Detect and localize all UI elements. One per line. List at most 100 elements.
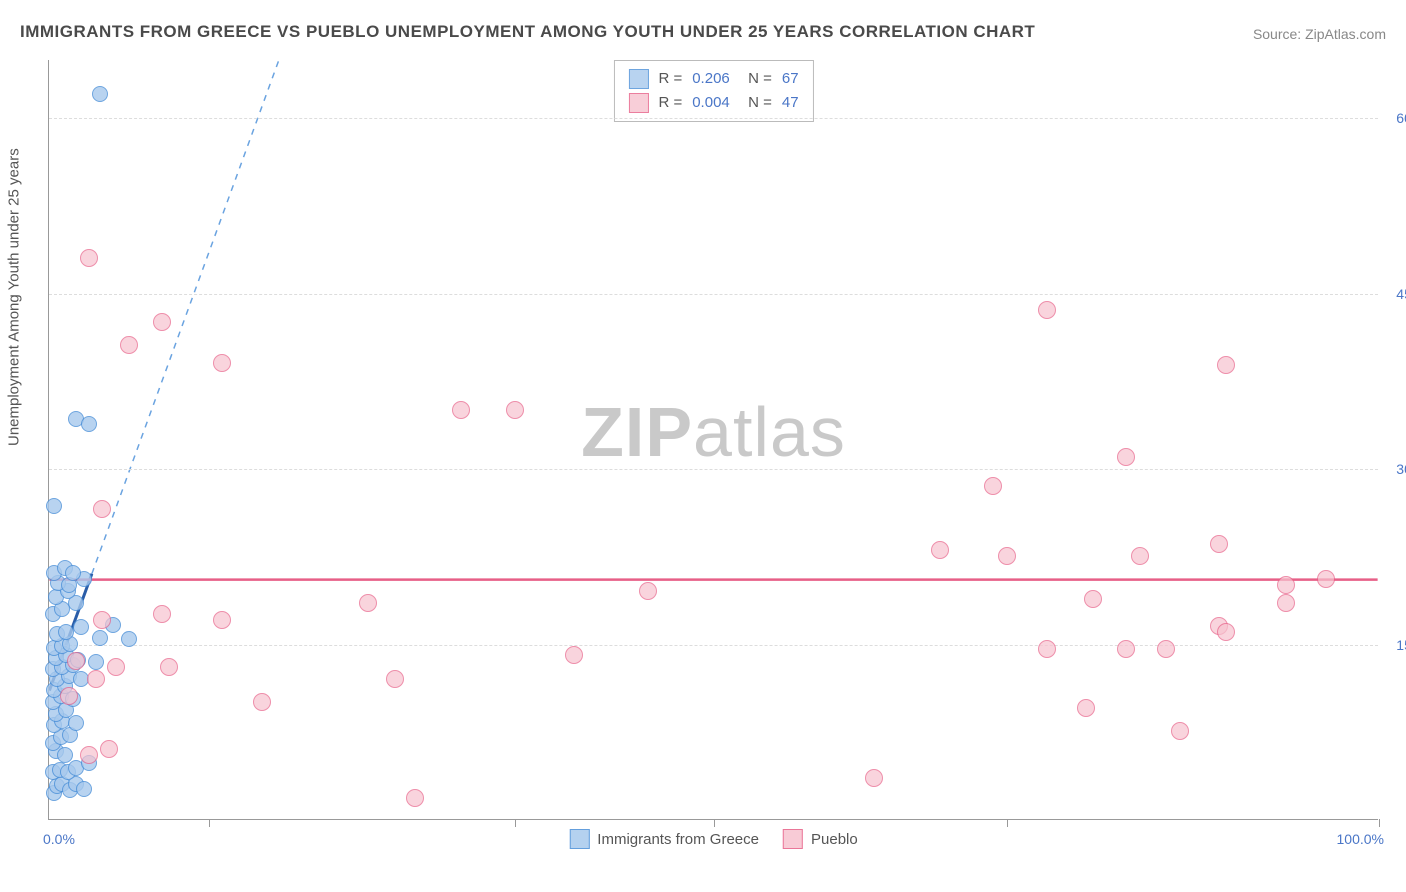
scatter-point [213,354,231,372]
scatter-point [88,654,104,670]
y-tick-label: 45.0% [1384,286,1406,302]
legend-swatch [783,829,803,849]
scatter-point [153,313,171,331]
watermark-text: ZIPatlas [581,392,846,472]
legend-series-name: Pueblo [811,831,858,848]
scatter-point [1217,356,1235,374]
legend-r-value: 0.206 [692,67,730,91]
scatter-point [1157,640,1175,658]
scatter-point [406,789,424,807]
gridline [49,645,1378,646]
legend-series-name: Immigrants from Greece [597,831,759,848]
watermark-rest: atlas [693,393,846,471]
scatter-point [1171,722,1189,740]
scatter-point [120,336,138,354]
x-tick [209,819,210,827]
source-label: Source: [1253,26,1301,42]
scatter-point [93,611,111,629]
legend-n-value: 47 [782,91,799,115]
scatter-point [46,498,62,514]
gridline [49,294,1378,295]
legend-item: Immigrants from Greece [569,829,759,849]
x-tick [1379,819,1380,827]
scatter-point [57,747,73,763]
scatter-point [1084,590,1102,608]
legend-swatch [628,69,648,89]
y-axis-title: Unemployment Among Youth under 25 years [6,148,23,446]
legend-swatch [569,829,589,849]
scatter-point [76,781,92,797]
legend-row: R = 0.004 N = 47 [628,91,798,115]
watermark-bold: ZIP [581,393,693,471]
scatter-point [93,500,111,518]
scatter-point [1210,535,1228,553]
scatter-point [865,769,883,787]
scatter-point [213,611,231,629]
scatter-point [386,670,404,688]
scatter-point [1277,594,1295,612]
chart-plot-area: ZIPatlas R = 0.206 N = 67R = 0.004 N = 4… [48,60,1378,820]
scatter-point [1317,570,1335,588]
source-attribution: Source: ZipAtlas.com [1253,26,1386,42]
legend-n-value: 67 [782,67,799,91]
scatter-point [639,582,657,600]
scatter-point [73,619,89,635]
legend-n-label: N = [740,67,772,91]
x-tick [515,819,516,827]
legend-r-label: R = [658,91,682,115]
scatter-point [81,416,97,432]
gridline [49,469,1378,470]
y-tick-label: 60.0% [1384,110,1406,126]
scatter-point [92,86,108,102]
y-tick-label: 15.0% [1384,637,1406,653]
scatter-point [506,401,524,419]
scatter-point [160,658,178,676]
scatter-point [107,658,125,676]
scatter-point [68,715,84,731]
trend-lines-layer [49,60,1378,819]
x-axis-min-label: 0.0% [43,831,75,847]
scatter-point [67,652,85,670]
correlation-legend: R = 0.206 N = 67R = 0.004 N = 47 [613,60,813,122]
source-link[interactable]: ZipAtlas.com [1305,26,1386,42]
x-tick [1007,819,1008,827]
y-tick-label: 30.0% [1384,461,1406,477]
legend-swatch [628,93,648,113]
scatter-point [80,249,98,267]
scatter-point [931,541,949,559]
x-tick [714,819,715,827]
trend-line-dashed [92,60,279,574]
chart-title: IMMIGRANTS FROM GREECE VS PUEBLO UNEMPLO… [20,22,1035,42]
scatter-point [58,624,74,640]
scatter-point [100,740,118,758]
scatter-point [1117,640,1135,658]
scatter-point [1117,448,1135,466]
scatter-point [1277,576,1295,594]
scatter-point [1077,699,1095,717]
series-legend: Immigrants from Greece Pueblo [569,829,857,849]
scatter-point [359,594,377,612]
scatter-point [253,693,271,711]
legend-r-value: 0.004 [692,91,730,115]
scatter-point [1217,623,1235,641]
scatter-point [452,401,470,419]
x-axis-max-label: 100.0% [1337,831,1384,847]
scatter-point [80,746,98,764]
scatter-point [60,687,78,705]
scatter-point [153,605,171,623]
legend-item: Pueblo [783,829,858,849]
gridline [49,118,1378,119]
scatter-point [121,631,137,647]
legend-row: R = 0.206 N = 67 [628,67,798,91]
scatter-point [1131,547,1149,565]
scatter-point [1038,640,1056,658]
legend-n-label: N = [740,91,772,115]
scatter-point [1038,301,1056,319]
scatter-point [87,670,105,688]
scatter-point [565,646,583,664]
scatter-point [984,477,1002,495]
scatter-point [65,565,81,581]
scatter-point [92,630,108,646]
legend-r-label: R = [658,67,682,91]
scatter-point [998,547,1016,565]
